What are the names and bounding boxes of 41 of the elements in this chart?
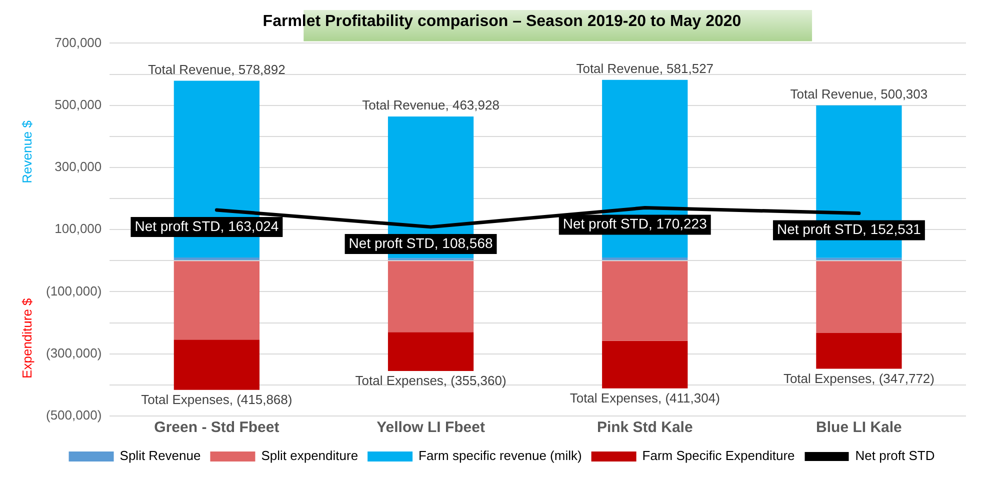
annotation: Total Expenses, (347,772): [783, 370, 934, 386]
legend-label: Net proft STD: [855, 448, 935, 464]
data-label: Net proft STD, 163,024: [134, 218, 279, 234]
legend-label: Split expenditure: [261, 448, 358, 464]
y-tick-label: (300,000): [46, 345, 102, 360]
bar: [388, 332, 474, 371]
x-tick-label: Blue LI Kale: [816, 419, 902, 436]
bar: [602, 340, 688, 388]
bar: [602, 258, 688, 260]
text: Expenditure $: [20, 297, 35, 378]
y-tick-label: 700,000: [54, 34, 102, 50]
annotation: Total Revenue, 578,892: [148, 62, 286, 77]
bar: [816, 261, 902, 334]
legend-label: Split Revenue: [120, 448, 201, 464]
bar: [816, 333, 902, 369]
x-tick-label: Yellow LI Fbeet: [376, 419, 485, 436]
y-tick-label: (100,000): [46, 283, 102, 298]
bar: [174, 340, 260, 390]
legend-label: Farm specific revenue (milk): [418, 448, 582, 464]
y-axis-title: Revenue $: [20, 120, 35, 184]
data-label: Net proft STD, 152,531: [776, 221, 922, 238]
x-tick-label: Green - Std Fbeet: [154, 419, 280, 436]
bar: [388, 261, 474, 332]
y-tick-label: 300,000: [54, 159, 102, 174]
annotation: Total Revenue, 581,527: [576, 61, 714, 76]
y-tick-label: 500,000: [54, 96, 102, 112]
annotation: Total Revenue, 500,303: [790, 86, 928, 102]
y-tick-label: 100,000: [54, 221, 102, 236]
bar: [174, 258, 260, 260]
x-tick-label: Pink Std Kale: [596, 419, 693, 436]
bar: [602, 261, 688, 341]
annotation: Total Expenses, (355,360): [355, 373, 506, 388]
annotation: Total Expenses, (415,868): [141, 392, 292, 407]
data-label: Net proft STD, 108,568: [348, 234, 493, 251]
bar: [174, 261, 260, 340]
y-tick-label: (500,000): [46, 408, 102, 423]
annotation: Total Expenses, (411,304): [570, 390, 720, 406]
annotation: Total Revenue, 463,928: [362, 98, 500, 113]
chart-title: Farmlet Profitability comparison – Season 2019-20 to May 2020: [262, 13, 742, 30]
legend-label: Farm Specific Expenditure: [642, 448, 795, 464]
data-label: Net proft STD, 170,223: [562, 216, 708, 232]
